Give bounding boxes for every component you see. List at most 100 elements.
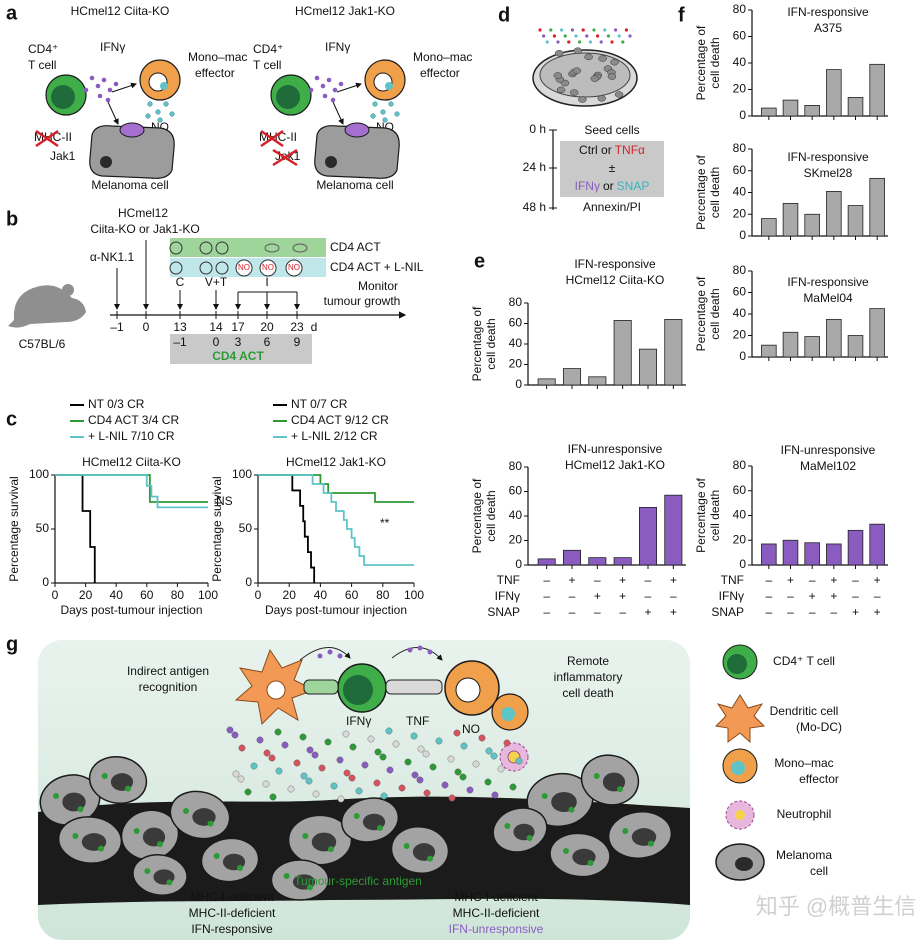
mediator-dot	[460, 742, 468, 750]
condition-sign: –	[543, 573, 550, 587]
mediator-dot	[274, 728, 282, 736]
mediator-dot	[343, 769, 351, 777]
bar	[782, 202, 799, 237]
melanoma-nucleus	[325, 156, 337, 168]
condition-label: TNF	[497, 573, 520, 587]
y-axis-label: Percentage of	[470, 306, 484, 381]
no-dot	[163, 101, 169, 107]
condition-sign: –	[594, 605, 601, 619]
mediator-dot	[374, 748, 382, 756]
panel-label: b	[6, 208, 18, 230]
treatment-line: Ctrl or TNFα	[579, 143, 645, 157]
antigen	[541, 793, 548, 799]
cell-in-dish	[572, 67, 582, 74]
antigen	[526, 835, 533, 841]
bar	[761, 218, 777, 237]
y-tick-label: 100	[29, 467, 49, 481]
bar	[869, 63, 885, 117]
condition-sign: –	[765, 605, 772, 619]
day-label: 20	[260, 320, 274, 334]
bar	[847, 97, 864, 117]
antigen	[617, 786, 623, 793]
event-label: C	[176, 275, 185, 289]
cytokine-label: IFNγ	[346, 714, 371, 728]
phenotype-label: IFN-responsive	[191, 922, 273, 936]
cytokine-label: IFNγ	[100, 40, 125, 54]
y-tick-label: 80	[733, 458, 747, 472]
mediator-dot	[262, 780, 270, 788]
y-tick-label: 40	[733, 185, 747, 199]
mediator-dot	[459, 773, 467, 781]
y-axis-label: Percentage of	[694, 154, 708, 229]
y-axis-label: cell death	[708, 490, 722, 541]
mediator-dot	[299, 733, 307, 741]
treatment-dot	[545, 40, 549, 44]
treatment-text: Ctrl or	[579, 143, 612, 157]
group-label: CD4 ACT	[330, 240, 381, 254]
act-day-label: 0	[213, 335, 220, 349]
survival-curve	[258, 474, 414, 503]
y-tick-label: 80	[733, 141, 747, 155]
cell-in-dish	[598, 55, 607, 62]
survival-curve	[55, 474, 96, 583]
day-label: –1	[110, 320, 124, 334]
bar	[869, 308, 885, 358]
chart-title: IFN-responsive	[787, 150, 869, 164]
act-label: CD4 ACT	[212, 349, 264, 363]
cell-label: T cell	[253, 58, 281, 72]
treatment-dot	[563, 34, 567, 38]
synapse	[385, 679, 443, 695]
antigen	[328, 846, 334, 853]
condition-sign: +	[852, 605, 859, 619]
condition-sign: –	[619, 605, 626, 619]
time-label: 48 h	[523, 200, 546, 214]
effector-nucleus	[455, 677, 481, 703]
treatment-dot	[567, 40, 571, 44]
g-label: cell death	[562, 686, 613, 700]
bar	[638, 348, 658, 386]
event-label: V+T	[205, 275, 228, 289]
mediator-dot	[447, 755, 455, 763]
cell-label: Melanoma cell	[316, 178, 393, 192]
mediator-dot	[232, 770, 240, 778]
g-label: Remote	[567, 654, 609, 668]
panel-a-title: HCmel12 Jak1-KO	[295, 4, 395, 18]
panel-label: g	[6, 633, 18, 655]
cell-in-dish	[590, 75, 600, 82]
mediator-dot	[275, 767, 283, 775]
mediator-dot	[485, 747, 493, 755]
ifn-dot	[326, 77, 332, 83]
virus-icon	[292, 243, 308, 253]
y-tick-label: 40	[509, 336, 523, 350]
act-day-label: –1	[173, 335, 187, 349]
cell-icon	[169, 261, 183, 275]
mediator-dot	[361, 761, 369, 769]
group-label: CD4 ACT + L-NIL	[330, 260, 424, 274]
mouse-ear	[62, 284, 74, 296]
condition-sign: +	[670, 605, 677, 619]
y-axis-label: cell death	[708, 288, 722, 339]
bar	[761, 543, 777, 566]
y-axis-label: cell death	[708, 167, 722, 218]
chart-title: HCmel12 Jak1-KO	[565, 458, 665, 472]
cytokine-label: TNF	[406, 714, 429, 728]
y-axis-label: Percentage of	[470, 478, 484, 553]
step-label: Annexin/PI	[583, 200, 641, 214]
ifn-dot	[317, 653, 323, 659]
event-label: I	[265, 275, 268, 289]
treatment-dot	[606, 34, 611, 38]
y-tick-label: 0	[739, 349, 746, 363]
mediator-dot	[478, 734, 486, 742]
treatment-dot	[560, 28, 564, 32]
bar	[826, 543, 842, 566]
y-axis-label: Percentage survival	[7, 476, 21, 581]
mediator-dot	[256, 736, 264, 744]
survival-curve	[55, 474, 208, 509]
mediator-dot	[293, 759, 301, 767]
bar	[782, 99, 799, 117]
no-dot	[155, 109, 161, 115]
no-dot	[394, 111, 400, 117]
y-axis-label: Percentage of	[694, 276, 708, 351]
antigen	[133, 828, 140, 834]
condition-label: IFNγ	[719, 589, 744, 603]
